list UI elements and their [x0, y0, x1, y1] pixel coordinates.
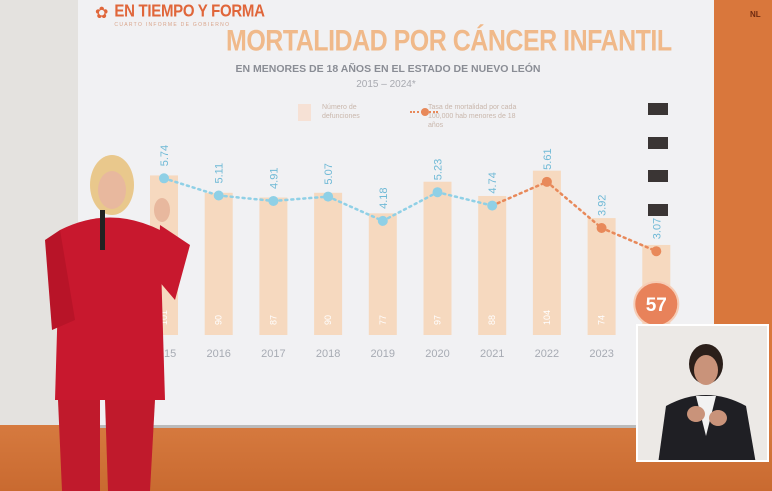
x-tick-label: 2019 — [371, 348, 395, 360]
screen-artifact — [648, 204, 668, 216]
bar — [204, 192, 233, 335]
legend-line-marker — [421, 108, 429, 116]
screen-artifact — [648, 103, 668, 115]
rate-value-label: 5.74 — [159, 145, 171, 166]
rate-line-segment — [490, 180, 549, 207]
highlight-value: 57 — [646, 295, 667, 316]
rate-point — [651, 246, 662, 257]
rate-point — [541, 176, 552, 187]
rate-line-segment — [436, 190, 494, 207]
rate-value-label: 4.74 — [487, 172, 499, 193]
rate-point — [487, 200, 498, 211]
x-tick-label: 2023 — [589, 348, 613, 360]
rate-line-segment — [545, 180, 603, 230]
legend-bars-swatch — [298, 104, 311, 121]
bar-value-label: 97 — [433, 315, 443, 325]
x-tick-label: 2016 — [206, 348, 230, 360]
bar — [532, 170, 561, 335]
bar — [314, 192, 343, 335]
bar — [423, 181, 452, 335]
interpreter-figure — [658, 344, 756, 460]
rate-value-label: 5.11 — [214, 163, 226, 184]
bar-value-label: 77 — [378, 315, 388, 325]
x-tick-label: 2020 — [425, 348, 449, 360]
rate-line-segment — [600, 226, 658, 253]
x-tick-label: 2018 — [316, 348, 340, 360]
rate-line-segment — [272, 195, 330, 203]
rate-point — [268, 195, 279, 206]
rate-point — [432, 187, 443, 198]
bar — [587, 218, 616, 335]
rate-value-label: 4.18 — [378, 187, 390, 208]
corner-logo: NL — [750, 10, 761, 19]
bar — [478, 195, 507, 335]
sign-language-interpreter-inset — [636, 324, 769, 462]
bar-value-label: 90 — [214, 315, 224, 325]
rate-point — [596, 222, 607, 233]
brand-subtitle: CUARTO INFORME DE GOBIERNO — [114, 22, 231, 28]
rate-value-label: 3.92 — [597, 195, 609, 216]
brand-logo: ✿ EN TIEMPO Y FORMA CUARTO INFORME DE GO… — [95, 1, 265, 28]
bar-value-label: 101 — [159, 310, 169, 325]
brand-title: EN TIEMPO Y FORMA — [114, 1, 265, 22]
rate-value-label: 3.07 — [651, 218, 663, 239]
bar-value-label: 87 — [268, 315, 278, 325]
rate-point — [213, 190, 224, 201]
rate-line-segment — [381, 190, 439, 223]
x-tick-label: 2022 — [535, 348, 559, 360]
bar — [259, 197, 288, 335]
chart-title: MORTALIDAD POR CÁNCER INFANTIL — [226, 24, 672, 58]
rate-line-segment — [326, 195, 385, 223]
bar-value-label: 104 — [542, 310, 552, 325]
screen-artifact — [648, 137, 668, 149]
legend-bars-label: Número de defunciones — [322, 104, 360, 120]
bar — [368, 213, 397, 335]
rate-point — [323, 191, 334, 202]
rate-line-segment — [217, 194, 275, 203]
mascot-icon: ✿ — [95, 5, 109, 22]
legend-line-label: Tasa de mortalidad por cada 100,000 hab … — [428, 104, 517, 129]
rate-value-label: 5.07 — [323, 163, 335, 184]
screen-artifact — [648, 170, 668, 182]
x-tick-label: 2017 — [261, 348, 285, 360]
rate-point — [159, 173, 169, 184]
rate-line-segment — [162, 177, 220, 197]
chart-subtitle: EN MENORES DE 18 AÑOS EN EL ESTADO DE NU… — [235, 63, 541, 75]
bar-value-label: 88 — [487, 315, 497, 325]
rate-value-label: 5.61 — [542, 148, 554, 169]
rate-value-label: 5.23 — [433, 159, 445, 180]
x-tick-label: 2021 — [480, 348, 504, 360]
x-tick-label: 2015 — [152, 348, 176, 360]
bar-value-label: 74 — [597, 315, 607, 325]
bar-value-label: 90 — [323, 315, 333, 325]
rate-value-label: 4.91 — [268, 168, 280, 189]
chart-period: 2015 – 2024* — [356, 79, 416, 90]
rate-point — [377, 215, 388, 226]
